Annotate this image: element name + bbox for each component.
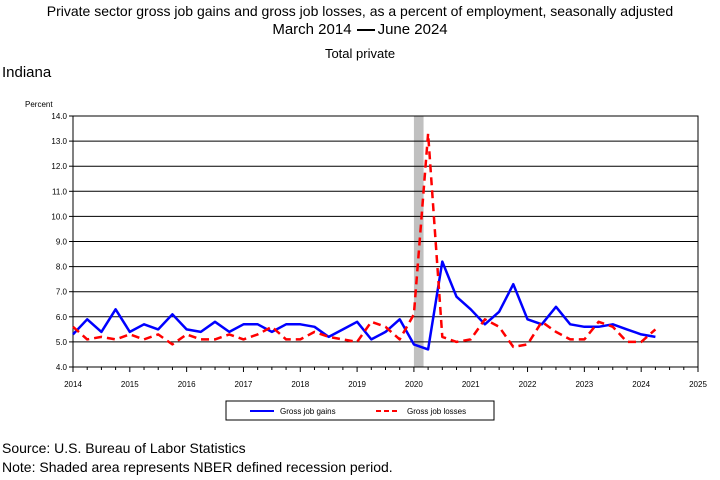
legend-label: Gross job gains [280,407,336,416]
y-tick-label: 10.0 [51,212,67,221]
y-tick-label: 12.0 [51,162,67,171]
x-tick-label: 2019 [348,380,366,389]
date-range-end: June 2024 [377,21,448,38]
chart-title: Private sector gross job gains and gross… [46,3,674,19]
date-range-dash [356,29,375,32]
chart-date-range: March 2014 June 2024 [0,22,720,38]
y-tick-label: 14.0 [51,112,67,121]
x-tick-label: 2024 [632,380,650,389]
series-line-gains [72,260,656,351]
y-tick-label: 7.0 [56,288,68,297]
x-tick-label: 2025 [689,380,707,389]
x-tick-label: 2014 [64,380,82,389]
series-line-losses [72,132,657,349]
y-tick-label: 4.0 [56,363,68,372]
date-range-start: March 2014 [272,21,352,38]
y-tick-label: 9.0 [56,238,68,247]
chart-svg: 4.0 5.0 6.0 7.0 8.0 9.0 10.0 11.0 12.0 13.0 14.0 20… [25,100,707,421]
recession-note: Note: Shaded area represents NBER define… [2,459,393,475]
x-tick-label: 2022 [519,380,537,389]
y-tick-label: 5.0 [56,338,68,347]
chart-subtitle: Total private [324,46,396,61]
source-note: Source: U.S. Bureau of Labor Statistics [2,440,246,456]
y-tick-label: 6.0 [56,313,68,322]
y-tick-label: 8.0 [56,263,68,272]
legend: Gross job gains Gross job losses [225,400,495,421]
y-tick-label: 11.0 [52,187,68,196]
x-tick-label: 2021 [462,380,480,389]
x-tick-label: 2016 [178,380,196,389]
y-tick-label: 13.0 [51,137,67,146]
legend-label: Gross job losses [407,407,466,416]
x-tick-label: 2020 [405,380,423,389]
x-tick-label: 2017 [235,380,253,389]
x-tick-label: 2023 [575,380,593,389]
y-axis-label: Percent [25,100,53,109]
x-tick-label: 2018 [291,380,309,389]
legend-box [225,400,495,421]
region-label: Indiana [2,64,52,81]
x-tick-label: 2015 [121,380,139,389]
